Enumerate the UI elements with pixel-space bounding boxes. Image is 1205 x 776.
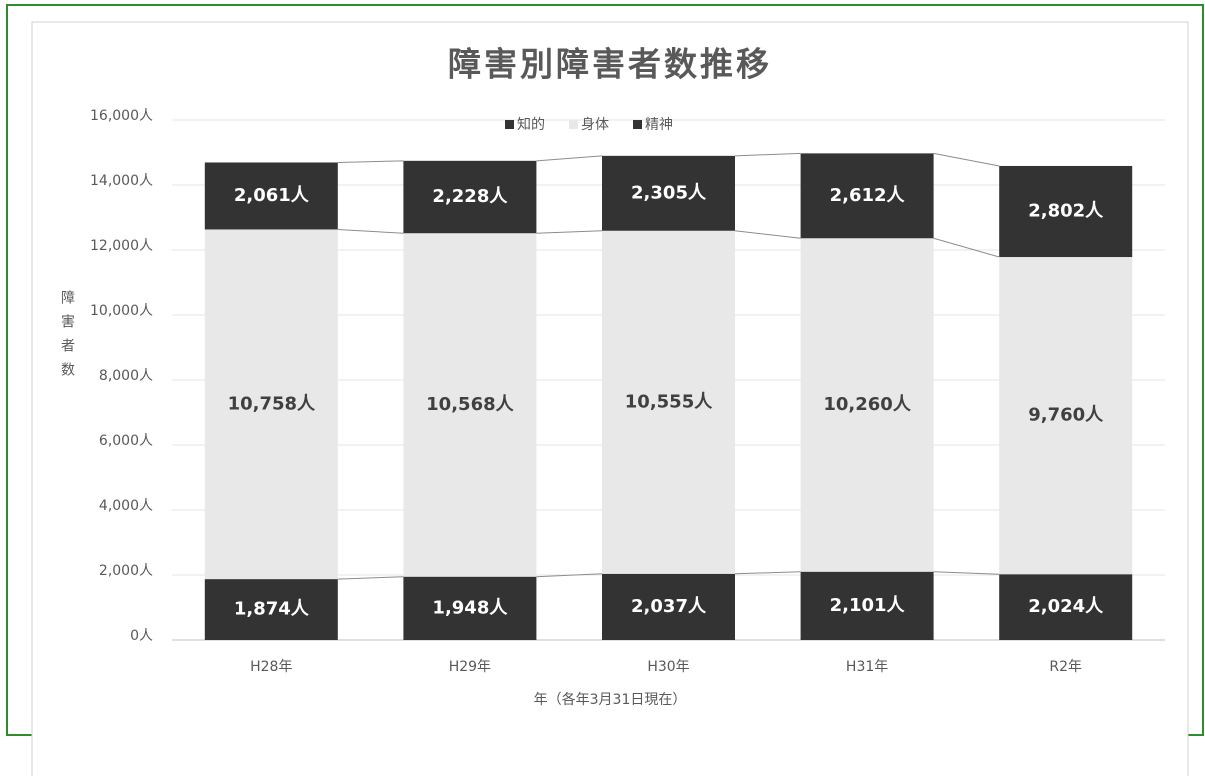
bar-segment	[800, 571, 934, 640]
data-label: 10,758人	[228, 393, 316, 414]
x-tick-label: R2年	[1049, 659, 1082, 675]
data-label: 2,024人	[1028, 596, 1104, 617]
y-tick-label: 14,000人	[90, 173, 153, 189]
x-tick-label: H28年	[250, 659, 292, 675]
x-axis-label: 年（各年3月31日現在）	[534, 692, 687, 708]
data-label: 10,260人	[823, 394, 911, 415]
series-line	[536, 230, 603, 234]
y-axis-label: 障害者数	[59, 290, 75, 386]
series-line	[337, 160, 404, 163]
y-tick-label: 6,000人	[99, 433, 153, 449]
y-tick-label: 0人	[130, 628, 153, 644]
bar-segment	[204, 579, 338, 640]
bar-segment	[204, 162, 338, 230]
data-label: 10,555人	[625, 391, 713, 412]
series-line	[536, 573, 603, 578]
series-line	[734, 571, 801, 575]
bar-segment	[800, 153, 934, 239]
y-tick-label: 12,000人	[90, 238, 153, 254]
data-label: 1,948人	[432, 597, 508, 618]
bar-segment	[602, 155, 735, 231]
series-line	[734, 230, 801, 239]
series-line	[933, 571, 1000, 575]
y-tick-label: 10,000人	[90, 303, 153, 319]
data-label: 1,874人	[234, 599, 310, 620]
bar-segment	[999, 574, 1133, 640]
legend-label: 身体	[581, 117, 609, 133]
data-label: 2,802人	[1028, 200, 1104, 221]
series-line	[337, 576, 404, 580]
series-line	[734, 152, 801, 157]
y-tick-label: 16,000人	[90, 108, 153, 124]
bar-segment	[999, 257, 1133, 575]
legend-label: 知的	[517, 116, 545, 133]
x-tick-label: H31年	[846, 659, 888, 675]
data-label: 10,568人	[426, 394, 514, 415]
bar-segment	[800, 238, 934, 572]
y-axis-label-text: 障害者数	[59, 290, 75, 386]
bar-segment	[999, 165, 1133, 258]
data-label: 2,612人	[830, 185, 906, 206]
y-tick-label: 2,000人	[99, 563, 153, 579]
bar-segment	[602, 230, 735, 574]
data-label: 2,228人	[432, 186, 508, 207]
y-tick-label: 4,000人	[99, 498, 153, 514]
bar-segment	[204, 229, 338, 580]
bar-segment	[403, 233, 537, 577]
chart-title: 障害別障害者数推移	[448, 45, 772, 84]
legend-swatch	[505, 120, 514, 129]
legend-swatch	[633, 120, 642, 129]
series-line	[933, 237, 1000, 258]
data-label: 9,760人	[1028, 405, 1104, 426]
series-line	[536, 155, 603, 162]
data-label: 2,101人	[830, 595, 906, 616]
data-label: 2,305人	[631, 182, 707, 203]
series-line	[337, 228, 404, 234]
legend-label: 精神	[645, 117, 673, 133]
bar-segment	[602, 573, 735, 640]
x-tick-label: H29年	[449, 659, 491, 675]
series-line	[933, 152, 1000, 167]
legend-swatch	[569, 120, 578, 129]
data-label: 2,037人	[631, 596, 707, 617]
x-tick-label: H30年	[647, 659, 689, 675]
data-label: 2,061人	[234, 185, 310, 206]
bar-segment	[403, 160, 537, 234]
y-tick-label: 8,000人	[99, 368, 153, 384]
bar-segment	[403, 576, 537, 640]
